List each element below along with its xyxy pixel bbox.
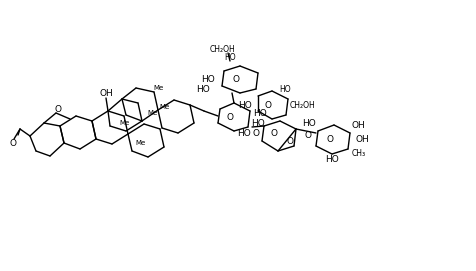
Text: O: O xyxy=(305,131,311,140)
Text: O: O xyxy=(54,105,61,114)
Text: OH: OH xyxy=(352,121,366,131)
Text: Me: Me xyxy=(159,104,169,110)
Text: HO: HO xyxy=(196,85,210,93)
Text: O: O xyxy=(287,137,294,146)
Text: O: O xyxy=(10,138,17,147)
Text: Me: Me xyxy=(120,120,130,126)
Text: OH: OH xyxy=(355,134,369,144)
Text: HO: HO xyxy=(251,118,265,127)
Text: CH₂OH: CH₂OH xyxy=(290,102,316,111)
Text: CH₃: CH₃ xyxy=(352,149,366,157)
Text: O: O xyxy=(252,128,259,137)
Text: O: O xyxy=(232,75,239,83)
Text: HO: HO xyxy=(201,75,215,83)
Text: HO: HO xyxy=(237,128,251,137)
Text: Me: Me xyxy=(135,140,145,146)
Text: HO: HO xyxy=(279,85,291,93)
Text: O: O xyxy=(265,101,271,109)
Text: HO: HO xyxy=(253,108,267,118)
Text: HO: HO xyxy=(302,118,316,127)
Text: HO: HO xyxy=(238,101,252,109)
Text: Me: Me xyxy=(153,85,163,91)
Text: Me: Me xyxy=(148,110,158,116)
Text: O: O xyxy=(270,128,278,137)
Text: OH: OH xyxy=(99,89,113,98)
Text: HO: HO xyxy=(224,53,236,63)
Text: HO: HO xyxy=(325,154,339,163)
Text: CH₂OH: CH₂OH xyxy=(209,44,235,53)
Text: O: O xyxy=(327,134,334,144)
Text: O: O xyxy=(227,112,234,121)
